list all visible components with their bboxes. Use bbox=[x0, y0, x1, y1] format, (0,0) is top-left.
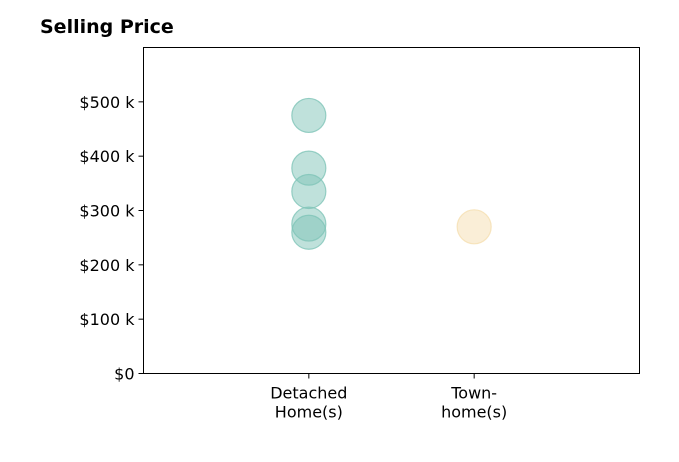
x-tick-label: Detached Home(s) bbox=[270, 384, 347, 422]
x-axis: Detached Home(s) Town-home(s) bbox=[270, 373, 507, 422]
y-tick-label: $300 k bbox=[79, 202, 135, 221]
chart-title: Selling Price bbox=[40, 16, 174, 38]
data-point bbox=[456, 209, 492, 245]
x-tick-label: Town-home(s) bbox=[441, 384, 507, 422]
data-point bbox=[291, 97, 327, 134]
data-points bbox=[291, 97, 492, 250]
y-tick-label: $200 k bbox=[79, 256, 135, 275]
y-axis: $0 $100 k $200 k $300 k $400 k $500 k bbox=[79, 93, 144, 384]
plot-frame bbox=[143, 47, 640, 374]
y-tick-label: $500 k bbox=[79, 93, 135, 112]
y-tick-label: $400 k bbox=[79, 147, 135, 166]
y-tick-label: $100 k bbox=[79, 310, 135, 329]
y-tick-label: $0 bbox=[114, 365, 134, 384]
data-point bbox=[291, 173, 327, 210]
data-point bbox=[291, 214, 327, 250]
